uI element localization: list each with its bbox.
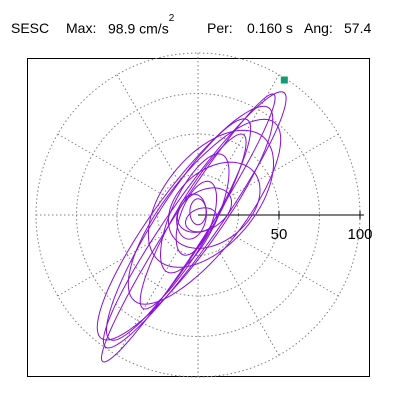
trace-loop-13 [189,198,207,226]
max-value: 98.9 cm/s2 [108,13,174,37]
radial-tick-group-100: 100 [347,226,372,243]
trace-loop-0 [100,93,276,363]
period-label: Per: [207,20,233,36]
max-marker [280,76,288,84]
max-label: Max: [66,20,97,36]
trace-loop-9 [175,180,218,256]
motion-trace [96,91,287,363]
max-value-text: 98.9 cm/s [108,20,169,37]
trace-loop-7 [159,153,230,274]
grid-spoke-30 [232,133,339,196]
grid-spoke-300 [217,249,280,356]
max-unit-exponent: 2 [168,13,175,24]
angle-value: 57.4 [344,20,372,36]
radial-tick-group-50: 50 [271,226,288,243]
grid-spoke-330 [232,234,339,297]
grid-spoke-120 [116,74,179,181]
grid-spoke-150 [57,133,164,196]
trace-loop-11 [176,193,207,240]
trace-loop-4 [127,118,282,305]
trace-loop-1 [102,91,287,349]
angle-label: Ang: [304,20,333,36]
radial-tick-label-100: 100 [347,226,372,243]
trace-loop-8 [167,161,261,249]
period-value: 0.160 s [247,20,293,36]
station-code: SESC [11,20,50,36]
grid-spoke-210 [57,234,164,297]
trace-loop-6 [147,129,274,268]
radial-tick-label-50: 50 [271,226,288,243]
radial-axis: 50 100 [198,211,373,243]
trace-loop-10 [176,187,232,233]
max-marker-group [280,76,288,84]
